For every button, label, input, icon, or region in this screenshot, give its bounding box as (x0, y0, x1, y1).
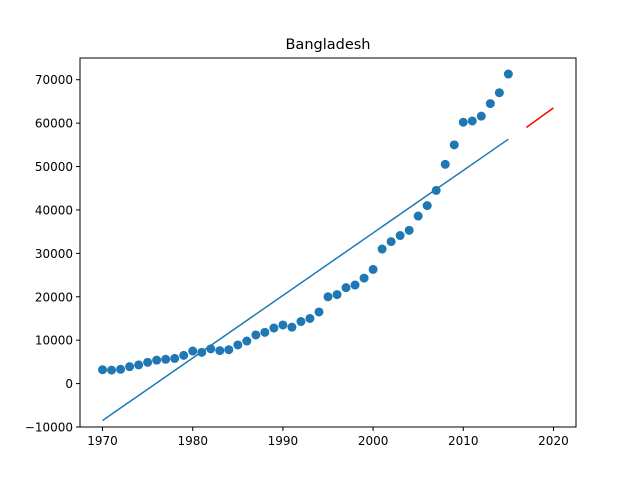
data-point (341, 283, 351, 293)
data-point (494, 88, 504, 98)
chart-title: Bangladesh (285, 37, 370, 53)
data-point (386, 237, 396, 247)
y-tick-label: 60000 (35, 117, 73, 131)
y-tick-label: 20000 (35, 290, 73, 304)
data-point (476, 111, 486, 121)
data-point (161, 354, 171, 364)
data-point (242, 336, 252, 346)
data-point (98, 365, 108, 375)
data-point (197, 347, 207, 357)
y-axis: −10000 0 10000 20000 30000 40000 50000 60000 700… (25, 73, 80, 435)
x-tick-label: 1980 (177, 434, 208, 448)
data-point (377, 244, 387, 254)
data-point (449, 140, 459, 150)
data-point (134, 360, 144, 370)
x-axis: 1970 1980 1990 2000 2010 2020 (87, 427, 569, 448)
x-tick-label: 2010 (448, 434, 479, 448)
data-point (278, 320, 288, 330)
data-point (323, 292, 333, 302)
data-point (305, 313, 315, 323)
data-point (215, 346, 225, 356)
data-point (170, 353, 180, 363)
data-point (314, 307, 324, 317)
x-tick-label: 2020 (538, 434, 569, 448)
data-point (458, 117, 468, 127)
y-tick-label: −10000 (25, 421, 73, 435)
data-point (431, 185, 441, 195)
trend-line (102, 138, 509, 422)
data-point (260, 327, 270, 337)
data-point (107, 365, 117, 375)
plot-area (98, 69, 554, 422)
data-point (485, 99, 495, 109)
data-point (188, 346, 198, 356)
data-point (152, 355, 162, 365)
x-tick-label: 1990 (268, 434, 299, 448)
data-point (287, 322, 297, 332)
x-tick-label: 2000 (358, 434, 389, 448)
data-point (440, 159, 450, 169)
data-point (368, 264, 378, 274)
x-tick-label: 1970 (87, 434, 118, 448)
y-tick-label: 40000 (35, 203, 73, 217)
data-point (224, 345, 234, 355)
data-point (422, 201, 432, 211)
data-point (179, 350, 189, 360)
data-point (350, 280, 360, 290)
y-tick-label: 70000 (35, 73, 73, 87)
data-point (143, 357, 153, 367)
data-point (503, 69, 513, 79)
data-point (467, 116, 477, 126)
data-point (269, 323, 279, 333)
y-tick-label: 50000 (35, 160, 73, 174)
data-point (296, 317, 306, 327)
data-point (359, 273, 369, 283)
forecast-line (525, 107, 554, 129)
data-point (395, 231, 405, 241)
axes-frame (79, 57, 577, 428)
y-tick-label: 30000 (35, 247, 73, 261)
data-point (251, 330, 261, 340)
data-point (125, 362, 135, 372)
y-tick-label: 0 (65, 377, 73, 391)
data-point (404, 225, 414, 235)
data-point (116, 364, 126, 374)
data-point (233, 340, 243, 350)
y-tick-label: 10000 (35, 334, 73, 348)
data-point (413, 211, 423, 221)
data-point (206, 344, 216, 354)
data-point (332, 290, 342, 300)
